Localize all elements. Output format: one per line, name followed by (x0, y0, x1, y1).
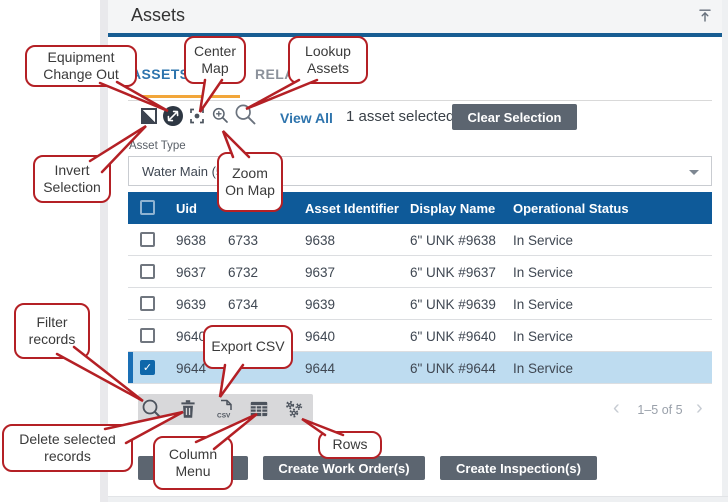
selected-row-indicator (128, 352, 133, 383)
lookup-assets-icon[interactable] (234, 103, 256, 125)
cell-display_name: 6" UNK #9639 (410, 297, 496, 312)
filter-records-icon[interactable] (141, 398, 163, 420)
callout-delete-selected-records: Delete selected records (2, 424, 133, 472)
table-header: Uid Asset Identifier Display Name Operation… (128, 192, 712, 224)
cell-uid: 9639 (176, 297, 207, 312)
center-map-icon[interactable] (188, 107, 206, 125)
clear-selection-button[interactable]: Clear Selection (452, 104, 577, 130)
tabs-divider (128, 100, 712, 101)
row-checkbox[interactable] (140, 328, 155, 343)
row-checkbox[interactable] (140, 296, 155, 311)
cell-asset_identifier: 9639 (305, 297, 336, 312)
collapse-panel-icon[interactable] (698, 8, 712, 23)
column-menu-icon[interactable] (248, 398, 270, 420)
callout-filter-records: Filter records (14, 303, 90, 359)
column-header-uid[interactable]: Uid (176, 201, 197, 216)
column-header-status[interactable]: Operational Status (513, 201, 629, 216)
cell-asset_identifier: 9640 (305, 329, 336, 344)
cell-col2: 6732 (228, 265, 259, 280)
next-page-button[interactable]: › (696, 397, 703, 419)
callout-zoom-on-map: Zoom On Map (217, 152, 283, 212)
cell-status: In Service (513, 297, 574, 312)
column-header-display_name[interactable]: Display Name (410, 201, 496, 216)
active-tab-underline (131, 95, 240, 98)
table-row[interactable]: 9638 6733 9638 6" UNK #9638 In Service (128, 224, 712, 256)
cell-display_name: 6" UNK #9640 (410, 329, 496, 344)
cell-asset_identifier: 9644 (305, 361, 336, 376)
cell-display_name: 6" UNK #9644 (410, 361, 496, 376)
export-csv-icon[interactable]: CSV (213, 398, 235, 420)
cell-asset_identifier: 9638 (305, 233, 336, 248)
callout-export-csv: Export CSV (203, 325, 293, 369)
callout-center-map: Center Map (184, 36, 246, 84)
invert-selection-icon[interactable] (141, 108, 157, 124)
row-checkbox[interactable]: ✓ (140, 360, 155, 375)
cell-status: In Service (513, 265, 574, 280)
callout-lookup-assets: Lookup Assets (288, 36, 368, 84)
callout-invert-selection: Invert Selection (33, 155, 111, 203)
table-row[interactable]: 9637 6732 9637 6" UNK #9637 In Service (128, 256, 712, 288)
cell-display_name: 6" UNK #9637 (410, 265, 496, 280)
cell-col2: 6733 (228, 233, 259, 248)
callout-column-menu: Column Menu (153, 436, 233, 490)
row-checkbox[interactable] (140, 264, 155, 279)
page-title: Assets (131, 5, 186, 25)
pagination-range: 1–5 of 5 (637, 403, 683, 417)
create-inspection-button[interactable]: Create Inspection(s) (440, 456, 597, 480)
panel-splitter[interactable] (100, 0, 108, 502)
equipment-change-out-icon[interactable] (163, 106, 183, 126)
cell-status: In Service (513, 233, 574, 248)
asset-type-value: Water Main (5) (142, 164, 228, 179)
cell-uid: 9640 (176, 329, 207, 344)
panel-right-margin (722, 0, 728, 502)
tab-assets[interactable]: ASSETS (131, 66, 190, 82)
cell-uid: 9637 (176, 265, 207, 280)
table-row[interactable]: 9639 6734 9639 6" UNK #9639 In Service (128, 288, 712, 320)
svg-text:CSV: CSV (217, 413, 231, 420)
cell-uid: 9644 (176, 361, 207, 376)
asset-type-dropdown[interactable]: Water Main (5) (128, 156, 712, 186)
zoom-on-map-icon[interactable] (211, 106, 229, 124)
panel-header: Assets (108, 0, 722, 33)
callout-equipment-change-out: Equipment Change Out (25, 45, 137, 87)
panel-bottom-margin (108, 496, 728, 502)
table-footer-toolbar: CSV (138, 394, 313, 425)
previous-page-button[interactable]: ‹ (613, 397, 620, 419)
rows-settings-icon[interactable] (284, 398, 306, 420)
select-all-checkbox[interactable] (140, 200, 155, 215)
cell-asset_identifier: 9637 (305, 265, 336, 280)
callout-rows: Rows (318, 431, 382, 459)
cell-col2: 6734 (228, 297, 259, 312)
asset-type-label: Asset Type (129, 140, 186, 152)
column-header-asset_identifier[interactable]: Asset Identifier (305, 201, 399, 216)
delete-records-icon[interactable] (177, 398, 199, 420)
cell-uid: 9638 (176, 233, 207, 248)
create-work-order-button[interactable]: Create Work Order(s) (263, 456, 425, 480)
selection-status-text: 1 asset selected (346, 108, 455, 125)
cell-status: In Service (513, 329, 574, 344)
row-checkbox[interactable] (140, 232, 155, 247)
chevron-down-icon (689, 170, 699, 175)
cell-display_name: 6" UNK #9638 (410, 233, 496, 248)
panel-title-underline (108, 33, 722, 37)
cell-status: In Service (513, 361, 574, 376)
view-all-link[interactable]: View All (280, 110, 333, 126)
